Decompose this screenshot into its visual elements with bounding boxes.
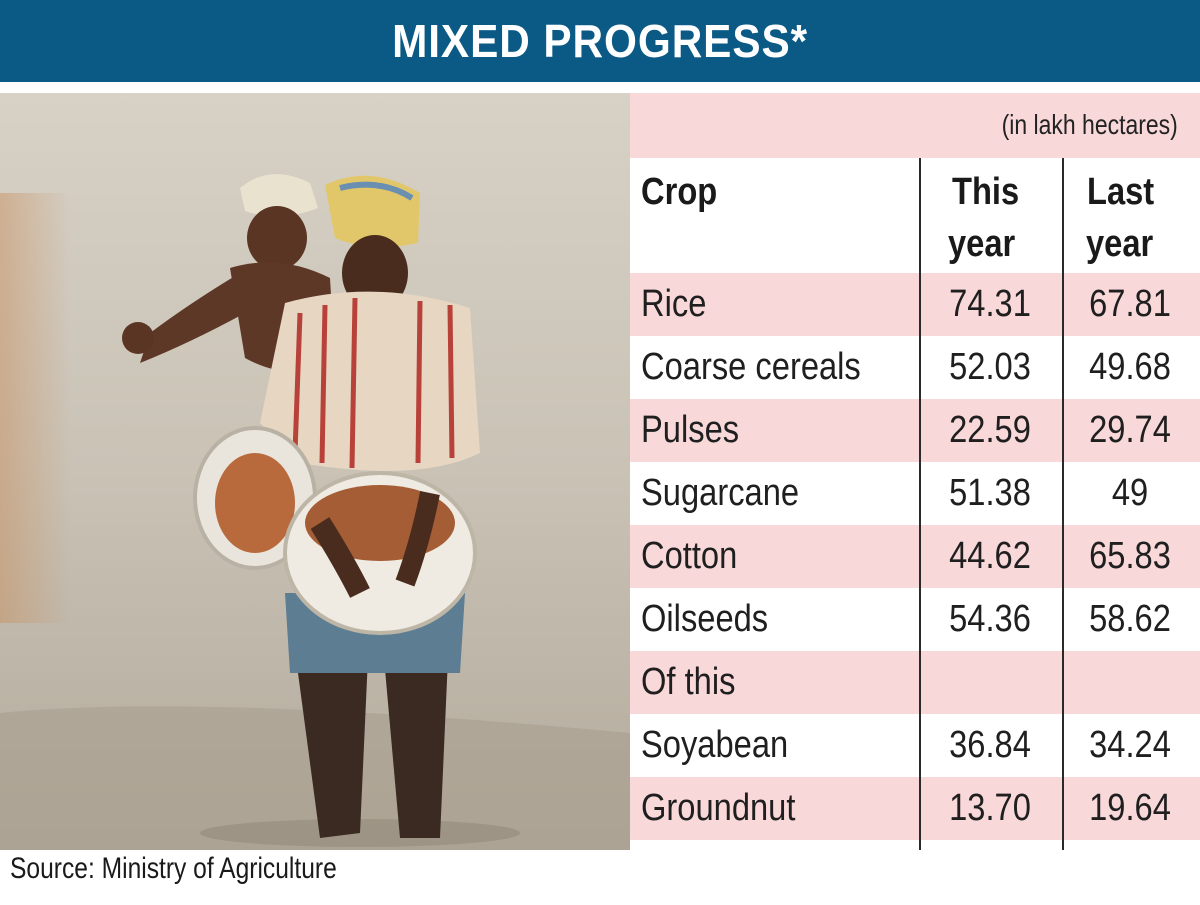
- last-year-cell: 29.74: [1089, 409, 1171, 451]
- last-year-cell: 49.68: [1089, 346, 1171, 388]
- header-last-year-line2: year: [1086, 223, 1154, 265]
- this-year-cell: 54.36: [949, 598, 1031, 640]
- title-banner: MIXED PROGRESS*: [0, 0, 1200, 82]
- header-this-year-line2: year: [948, 223, 1016, 265]
- crop-cell: Pulses: [641, 409, 740, 451]
- last-year-cell: 67.81: [1089, 283, 1171, 325]
- last-year-cell: [1070, 651, 1190, 714]
- table-row: Coarse cereals 52.03 49.68: [630, 336, 1200, 399]
- last-year-cell: 49: [1111, 472, 1149, 514]
- column-divider: [1062, 158, 1064, 850]
- seed-basket-right: [283, 471, 477, 635]
- page-title: MIXED PROGRESS*: [392, 15, 808, 67]
- table-row: Rice 74.31 67.81: [630, 273, 1200, 336]
- header-last-year-line1: Last: [1087, 171, 1155, 213]
- this-year-cell: 13.70: [949, 787, 1031, 829]
- this-year-cell: 22.59: [949, 409, 1031, 451]
- column-divider: [919, 158, 921, 850]
- table-row: Soyabean 36.84 34.24: [630, 714, 1200, 777]
- last-year-cell: 34.24: [1089, 724, 1171, 766]
- unit-row: (in lakh hectares): [630, 93, 1200, 158]
- crop-cell: Cotton: [641, 535, 738, 577]
- last-year-cell: 65.83: [1089, 535, 1171, 577]
- crop-cell: Coarse cereals: [641, 346, 861, 388]
- this-year-cell: 36.84: [949, 724, 1031, 766]
- table-row: Sugarcane 51.38 49: [630, 462, 1200, 525]
- crop-cell: Soyabean: [641, 724, 789, 766]
- front-farmer: [260, 175, 480, 838]
- crop-cell: Oilseeds: [641, 598, 769, 640]
- this-year-cell: 51.38: [949, 472, 1031, 514]
- this-year-cell: 74.31: [949, 283, 1031, 325]
- table-row: Cotton 44.62 65.83: [630, 525, 1200, 588]
- crop-cell: Groundnut: [641, 787, 796, 829]
- header-crop: Crop: [641, 171, 718, 213]
- source-note: Source: Ministry of Agriculture: [10, 852, 337, 885]
- crop-area-table: (in lakh hectares) Crop This year Last y…: [630, 93, 1200, 850]
- this-year-cell: 44.62: [949, 535, 1031, 577]
- this-year-cell: [930, 651, 1050, 714]
- this-year-cell: 52.03: [949, 346, 1031, 388]
- farmers-photo: [0, 93, 630, 850]
- table-header: Crop This year Last year: [630, 158, 1200, 273]
- back-farmer: [122, 174, 335, 372]
- table-row: Oilseeds 54.36 58.62: [630, 588, 1200, 651]
- last-year-cell: 58.62: [1089, 598, 1171, 640]
- table-row: Groundnut 13.70 19.64: [630, 777, 1200, 840]
- last-year-cell: 19.64: [1089, 787, 1171, 829]
- crop-cell: Sugarcane: [641, 472, 800, 514]
- crop-cell: Of this: [641, 661, 736, 703]
- header-this-year-line1: This: [952, 171, 1020, 213]
- table-row: Of this: [630, 651, 1200, 714]
- crop-cell: Rice: [641, 283, 707, 325]
- unit-note: (in lakh hectares): [1001, 109, 1178, 140]
- table-row: Pulses 22.59 29.74: [630, 399, 1200, 462]
